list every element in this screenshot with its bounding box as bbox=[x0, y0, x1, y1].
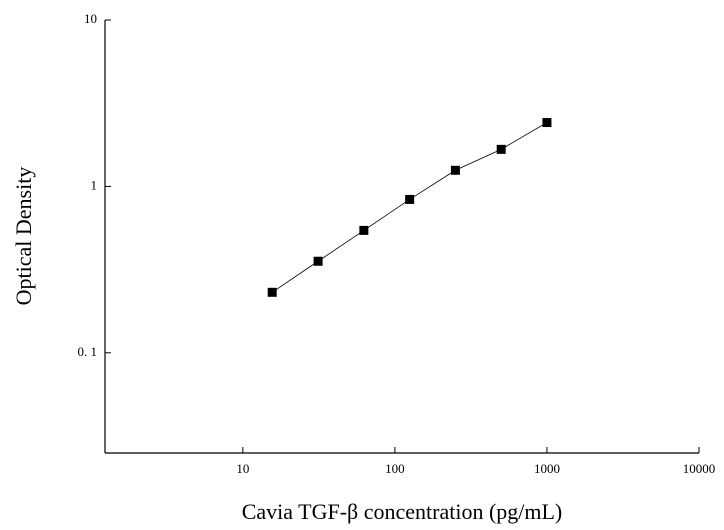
data-point bbox=[267, 287, 277, 297]
fit-curve bbox=[271, 122, 548, 293]
x-tick-label: 10000 bbox=[683, 461, 716, 476]
y-tick-label: 10 bbox=[84, 11, 97, 26]
data-point bbox=[542, 118, 552, 128]
data-point bbox=[450, 165, 460, 175]
x-tick-label: 100 bbox=[385, 461, 405, 476]
y-tick-label: 1 bbox=[91, 177, 98, 192]
data-point bbox=[359, 225, 369, 235]
y-tick-label: 0. 1 bbox=[78, 344, 98, 359]
y-axis-title: Optical Density bbox=[11, 167, 36, 306]
x-tick-label: 1000 bbox=[534, 461, 560, 476]
data-point bbox=[405, 194, 415, 204]
data-point bbox=[313, 256, 323, 266]
x-axis-title: Cavia TGF-β concentration (pg/mL) bbox=[242, 499, 563, 524]
x-tick-label: 10 bbox=[236, 461, 249, 476]
data-point bbox=[496, 144, 506, 154]
